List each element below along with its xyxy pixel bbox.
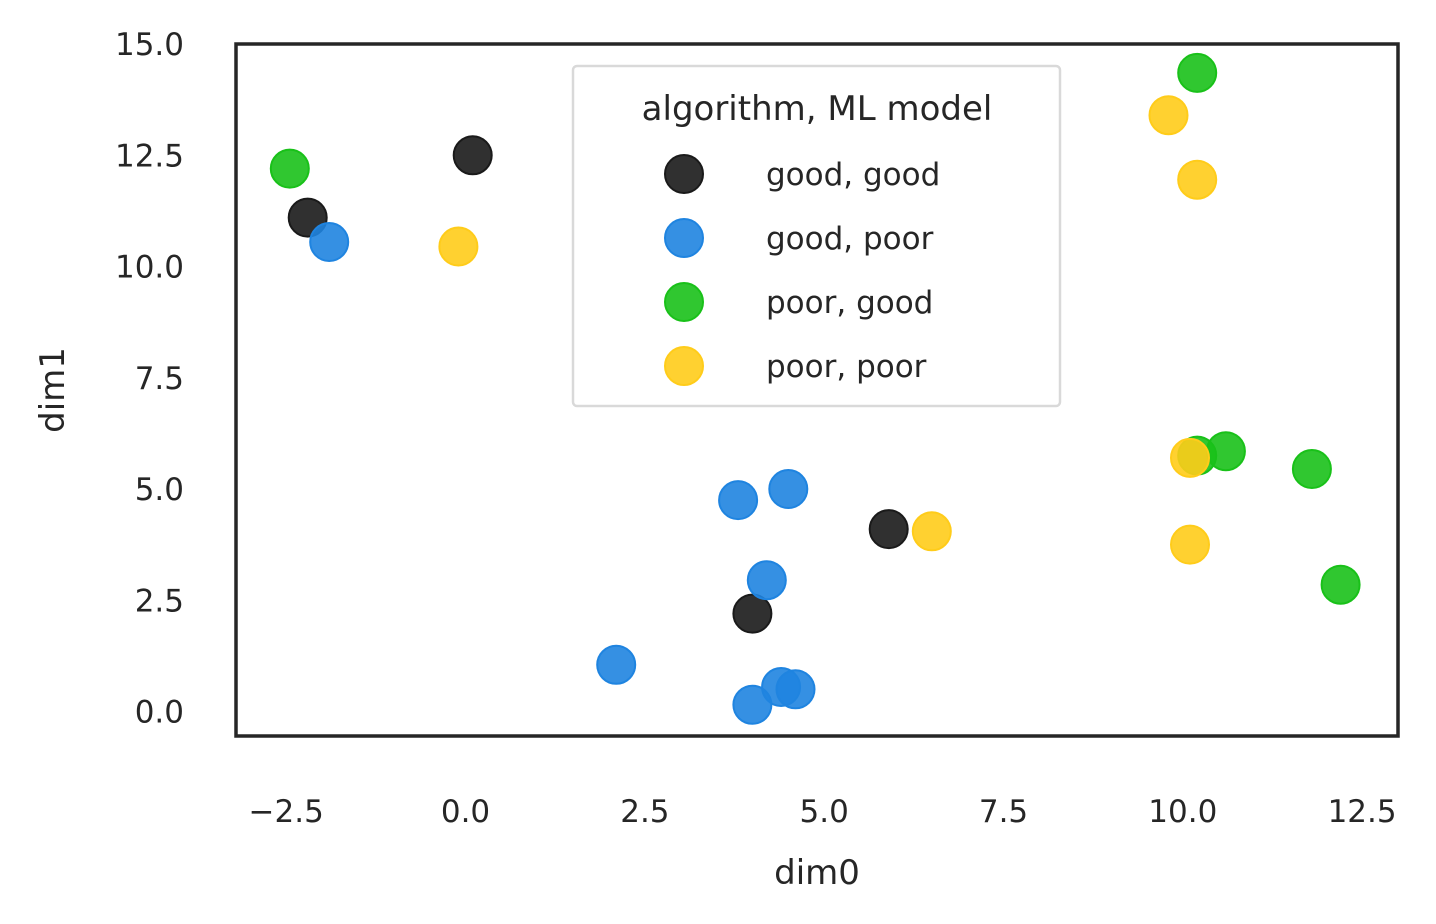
x-tick-label: 7.5 <box>979 794 1028 830</box>
y-tick-label: 15.0 <box>115 27 184 63</box>
legend-marker-3 <box>664 282 704 322</box>
data-point-2-4 <box>746 560 787 601</box>
y-tick-labels: 0.0 2.5 5.0 7.5 10.0 12.5 15.0 <box>115 27 184 731</box>
x-tick-label: 5.0 <box>800 794 849 830</box>
data-point-3-2 <box>1177 52 1218 93</box>
x-tick-label: 10.0 <box>1148 794 1217 830</box>
data-point-2-7 <box>775 669 816 710</box>
x-tick-labels: −2.5 0.0 2.5 5.0 7.5 10.0 12.5 <box>249 794 1397 830</box>
data-point-2-1 <box>309 222 350 262</box>
data-point-2-2 <box>718 480 759 521</box>
legend-box <box>571 64 1062 408</box>
data-point-3-6 <box>1320 564 1361 605</box>
data-point-1-4 <box>732 593 773 634</box>
y-tick-label: 0.0 <box>135 695 184 731</box>
data-point-4-2 <box>1148 95 1189 136</box>
data-point-4-4 <box>1170 437 1210 478</box>
data-point-3-5 <box>1291 449 1332 489</box>
legend-title: algorithm, ML model <box>642 89 993 129</box>
data-point-4-3 <box>1177 159 1218 200</box>
points-layer <box>269 52 1361 725</box>
legend-label-2: good, poor <box>766 221 934 257</box>
x-tick-label: 0.0 <box>441 794 490 830</box>
data-point-4-1 <box>438 226 479 267</box>
data-point-2-5 <box>596 644 637 685</box>
x-tick-label: 12.5 <box>1328 794 1397 830</box>
legend-label-4: poor, poor <box>766 349 927 385</box>
legend-label-1: good, good <box>766 157 940 193</box>
y-axis-label: dim1 <box>33 347 73 433</box>
data-point-2-3 <box>768 469 809 509</box>
data-point-1-3 <box>868 509 909 550</box>
x-tick-label: −2.5 <box>249 794 324 830</box>
y-tick-label: 5.0 <box>135 472 184 508</box>
y-tick-label: 12.5 <box>115 138 184 174</box>
legend-items: good, good good, poor poor, good poor, poor <box>664 154 940 386</box>
y-tick-label: 2.5 <box>135 583 184 619</box>
data-point-3-1 <box>269 148 310 189</box>
x-tick-label: 2.5 <box>620 794 669 830</box>
data-point-4-6 <box>1170 524 1210 565</box>
data-point-1-2 <box>452 135 493 176</box>
y-tick-label: 10.0 <box>115 250 184 286</box>
legend-marker-1 <box>664 154 704 194</box>
data-point-3-4 <box>1205 431 1246 472</box>
legend-label-3: poor, good <box>766 285 933 321</box>
x-axis-label: dim0 <box>774 853 860 893</box>
legend-marker-2 <box>664 218 704 258</box>
legend-marker-4 <box>664 346 704 386</box>
data-point-2-8 <box>732 684 773 725</box>
y-tick-label: 7.5 <box>135 361 184 397</box>
legend: algorithm, ML model good, good good, poor… <box>571 64 1062 408</box>
data-point-4-5 <box>911 511 952 552</box>
plot-frame <box>234 42 1400 738</box>
